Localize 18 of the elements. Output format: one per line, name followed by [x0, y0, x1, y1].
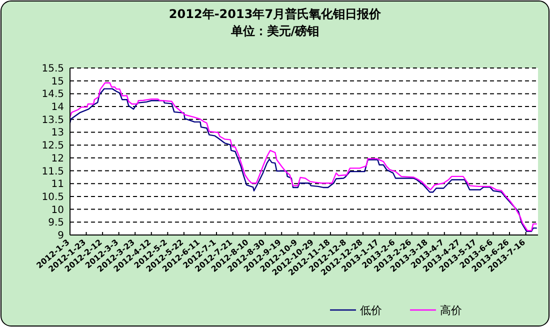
y-tick-label: 15.5	[42, 64, 64, 74]
legend-label: 低价	[360, 304, 382, 317]
y-tick-label: 14.5	[42, 89, 64, 100]
y-tick-label: 11.5	[42, 166, 64, 178]
y-tick-label: 12.5	[42, 140, 64, 152]
chart-title: 2012年-2013年7月普氏氧化钼日报价	[168, 7, 382, 21]
y-tick-label: 11	[51, 179, 64, 190]
y-tick-label: 13.5	[42, 114, 64, 126]
y-tick-label: 13	[51, 128, 64, 139]
y-tick-label: 9.5	[48, 218, 64, 229]
legend-label: 高价	[440, 304, 462, 317]
y-tick-label: 10	[51, 204, 64, 216]
y-tick-label: 12	[51, 153, 64, 164]
y-tick-label: 9	[58, 230, 64, 242]
y-tick-label: 15	[51, 76, 64, 88]
chart-subtitle: 单位：美元/磅钼	[230, 24, 320, 38]
y-tick-label: 10.5	[42, 192, 64, 203]
y-tick-label: 14	[51, 102, 64, 114]
